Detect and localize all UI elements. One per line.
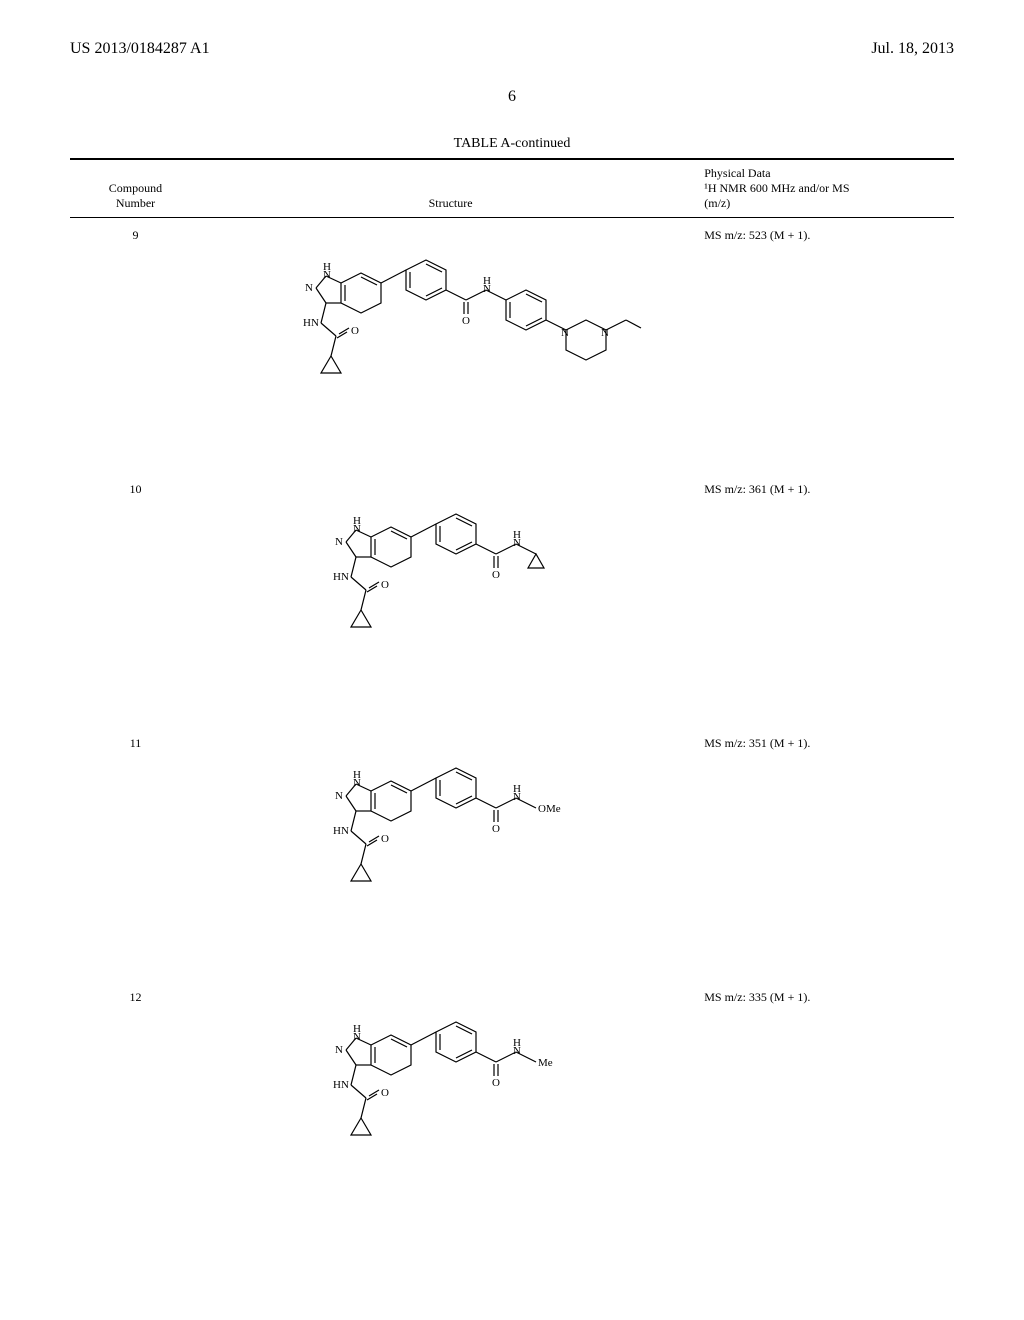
- svg-text:N: N: [483, 283, 491, 295]
- svg-text:N: N: [335, 1044, 343, 1056]
- compound-number-cell: 9: [70, 218, 201, 472]
- publication-number: US 2013/0184287 A1: [70, 40, 210, 58]
- structure-cell: H N N HN O H N O Me: [201, 980, 700, 1234]
- svg-text:O: O: [492, 823, 500, 835]
- svg-text:O: O: [462, 315, 470, 327]
- chemical-structure-12: H N N HN O H N O Me: [261, 990, 641, 1170]
- col-header-structure-text: Structure: [429, 196, 473, 210]
- svg-text:OMe: OMe: [538, 803, 561, 815]
- svg-text:N: N: [335, 790, 343, 802]
- svg-text:N: N: [513, 537, 521, 549]
- structure-cell: H N N HN O H N O OMe: [201, 726, 700, 980]
- compound-number-cell: 11: [70, 726, 201, 980]
- svg-text:N: N: [335, 536, 343, 548]
- svg-text:Me: Me: [538, 1057, 553, 1069]
- svg-text:O: O: [381, 1087, 389, 1099]
- chemical-structure-10: H N N HN O H N O: [261, 482, 641, 662]
- svg-text:N: N: [353, 777, 361, 789]
- svg-text:O: O: [492, 1077, 500, 1089]
- svg-text:N: N: [513, 791, 521, 803]
- compound-number-cell: 10: [70, 472, 201, 726]
- col-header-compound-text: Compound Number: [109, 181, 162, 210]
- col-header-structure: Structure: [201, 160, 700, 217]
- svg-text:HN: HN: [333, 825, 349, 837]
- publication-date: Jul. 18, 2013: [871, 40, 954, 58]
- physdata-cell: MS m/z: 335 (M + 1).: [700, 980, 954, 1234]
- svg-text:O: O: [351, 325, 359, 337]
- svg-text:O: O: [492, 569, 500, 581]
- col-header-physdata: Physical Data ¹H NMR 600 MHz and/or MS (…: [700, 160, 954, 217]
- compound-table: Compound Number Structure Physical Data …: [70, 160, 954, 1234]
- page: US 2013/0184287 A1 Jul. 18, 2013 6 TABLE…: [0, 0, 1024, 1274]
- svg-text:N: N: [305, 282, 313, 294]
- col-header-compound: Compound Number: [70, 160, 201, 217]
- svg-text:HN: HN: [333, 571, 349, 583]
- table-row: 10: [70, 472, 954, 726]
- page-header: US 2013/0184287 A1 Jul. 18, 2013: [70, 40, 954, 58]
- svg-text:O: O: [381, 833, 389, 845]
- structure-cell: H N N HN O H N O: [201, 472, 700, 726]
- svg-text:HN: HN: [303, 317, 319, 329]
- table-row: 11: [70, 726, 954, 980]
- compound-number-cell: 12: [70, 980, 201, 1234]
- physdata-cell: MS m/z: 361 (M + 1).: [700, 472, 954, 726]
- svg-text:N: N: [353, 1031, 361, 1043]
- table-row: 9: [70, 218, 954, 472]
- svg-text:N: N: [561, 327, 569, 339]
- chemical-structure-11: H N N HN O H N O OMe: [261, 736, 641, 916]
- physdata-cell: MS m/z: 523 (M + 1).: [700, 218, 954, 472]
- table-title: TABLE A-continued: [70, 136, 954, 152]
- svg-text:N: N: [323, 269, 331, 281]
- svg-text:N: N: [601, 327, 609, 339]
- svg-text:O: O: [381, 579, 389, 591]
- table-row: 12: [70, 980, 954, 1234]
- physdata-cell: MS m/z: 351 (M + 1).: [700, 726, 954, 980]
- chemical-structure-9: H N N HN O H N O N N: [261, 228, 641, 408]
- svg-text:HN: HN: [333, 1079, 349, 1091]
- page-number: 6: [70, 88, 954, 106]
- svg-text:N: N: [353, 523, 361, 535]
- svg-text:N: N: [513, 1045, 521, 1057]
- structure-cell: H N N HN O H N O N N: [201, 218, 700, 472]
- table-header-row: Compound Number Structure Physical Data …: [70, 160, 954, 217]
- physdata-line2: ¹H NMR 600 MHz and/or MS: [704, 181, 950, 196]
- physdata-line3: (m/z): [704, 196, 950, 211]
- physdata-line1: Physical Data: [704, 166, 950, 181]
